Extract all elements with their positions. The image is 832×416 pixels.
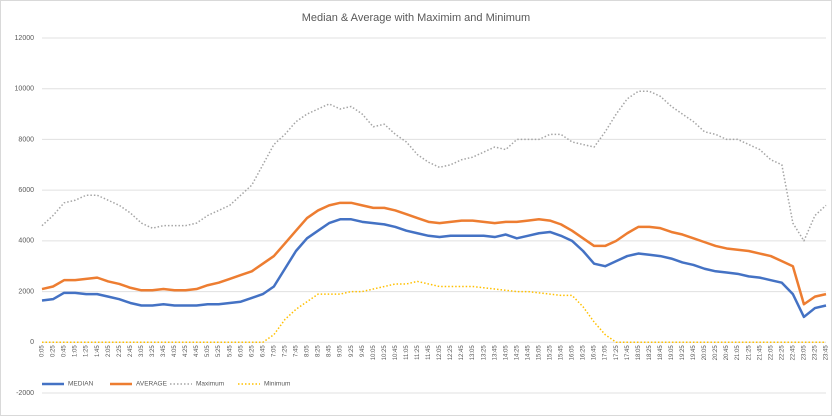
x-tick-label: 21:25 bbox=[746, 345, 752, 361]
x-tick-label: 18:25 bbox=[647, 345, 653, 361]
x-tick-label: 5:25 bbox=[216, 345, 222, 357]
x-tick-label: 21:45 bbox=[757, 345, 763, 361]
legend-label: MEDIAN bbox=[68, 381, 94, 388]
x-tick-label: 21:05 bbox=[735, 345, 741, 361]
legend-label: AVERAGE bbox=[136, 381, 168, 388]
x-tick-label: 14:25 bbox=[514, 345, 520, 361]
series-line bbox=[41, 201, 827, 306]
x-tick-label: 3:25 bbox=[150, 345, 156, 357]
x-tick-label: 9:25 bbox=[349, 345, 355, 357]
x-tick-label: 6:05 bbox=[238, 345, 244, 357]
series-line bbox=[41, 218, 827, 319]
x-tick-label: 3:05 bbox=[139, 345, 145, 357]
x-tick-label: 1:45 bbox=[95, 345, 101, 357]
y-tick-label: 4000 bbox=[18, 238, 34, 245]
x-tick-label: 17:45 bbox=[625, 345, 631, 361]
x-tick-label: 19:45 bbox=[691, 345, 697, 361]
x-tick-label: 18:45 bbox=[658, 345, 664, 361]
x-tick-label: 22:25 bbox=[779, 345, 785, 361]
x-tick-label: 12:45 bbox=[459, 345, 465, 361]
x-tick-label: 2:45 bbox=[128, 345, 134, 357]
x-tick-label: 4:05 bbox=[172, 345, 178, 357]
x-tick-label: 7:45 bbox=[294, 345, 300, 357]
chart-title: Median & Average with Maximim and Minimu… bbox=[302, 12, 530, 24]
x-tick-label: 13:25 bbox=[481, 345, 487, 361]
x-tick-label: 23:25 bbox=[813, 345, 819, 361]
legend-label: Maximum bbox=[196, 381, 224, 388]
x-tick-label: 14:45 bbox=[525, 345, 531, 361]
x-tick-label: 14:05 bbox=[503, 345, 509, 361]
x-tick-label: 13:45 bbox=[492, 345, 498, 361]
series-line bbox=[41, 90, 827, 242]
x-tick-label: 17:05 bbox=[603, 345, 609, 361]
x-tick-label: 11:05 bbox=[404, 345, 410, 360]
x-tick-label: 11:45 bbox=[426, 345, 432, 360]
x-tick-label: 7:05 bbox=[271, 345, 277, 357]
y-tick-label: 12000 bbox=[15, 35, 35, 42]
x-tick-label: 17:25 bbox=[614, 345, 620, 361]
x-tick-label: 10:25 bbox=[382, 345, 388, 361]
x-tick-label: 12:05 bbox=[437, 345, 443, 361]
y-tick-label: 2000 bbox=[18, 288, 34, 295]
x-tick-label: 11:25 bbox=[415, 345, 421, 360]
x-tick-label: 4:45 bbox=[194, 345, 200, 357]
x-tick-label: 20:25 bbox=[713, 345, 719, 361]
legend-label: Minimum bbox=[264, 381, 290, 388]
x-tick-label: 13:05 bbox=[470, 345, 476, 361]
x-tick-label: 7:25 bbox=[283, 345, 289, 357]
x-tick-label: 22:45 bbox=[790, 345, 796, 361]
x-tick-label: 9:05 bbox=[338, 345, 344, 357]
x-tick-label: 9:45 bbox=[360, 345, 366, 357]
x-tick-label: 6:25 bbox=[249, 345, 255, 357]
x-tick-label: 16:45 bbox=[592, 345, 598, 361]
x-tick-label: 19:25 bbox=[680, 345, 686, 361]
x-tick-label: 0:45 bbox=[62, 345, 68, 357]
x-tick-label: 12:25 bbox=[448, 345, 454, 361]
x-tick-label: 2:05 bbox=[106, 345, 112, 357]
x-tick-label: 0:05 bbox=[40, 345, 46, 357]
x-tick-label: 18:05 bbox=[636, 345, 642, 361]
x-tick-label: 5:05 bbox=[205, 345, 211, 357]
x-tick-label: 3:45 bbox=[161, 345, 167, 357]
x-tick-label: 20:45 bbox=[724, 345, 730, 361]
x-tick-label: 5:45 bbox=[227, 345, 233, 357]
y-tick-label: -2000 bbox=[16, 390, 34, 397]
x-tick-label: 2:25 bbox=[117, 345, 123, 357]
x-tick-label: 19:05 bbox=[669, 345, 675, 361]
x-tick-label: 8:25 bbox=[316, 345, 322, 357]
x-tick-label: 1:05 bbox=[73, 345, 79, 357]
x-tick-label: 15:45 bbox=[559, 345, 565, 361]
x-tick-label: 22:05 bbox=[768, 345, 774, 361]
x-tick-label: 10:05 bbox=[371, 345, 377, 361]
x-tick-label: 16:05 bbox=[570, 345, 576, 361]
x-tick-label: 4:25 bbox=[183, 345, 189, 357]
y-tick-label: 0 bbox=[30, 339, 34, 346]
x-tick-label: 23:05 bbox=[801, 345, 807, 361]
x-tick-label: 10:45 bbox=[393, 345, 399, 361]
y-tick-label: 6000 bbox=[18, 187, 34, 194]
x-tick-label: 15:05 bbox=[536, 345, 542, 361]
x-tick-label: 16:25 bbox=[581, 345, 587, 361]
x-tick-label: 8:05 bbox=[305, 345, 311, 357]
x-tick-label: 6:45 bbox=[260, 345, 266, 357]
y-tick-label: 8000 bbox=[18, 136, 34, 143]
x-tick-label: 23:45 bbox=[824, 345, 830, 361]
series-line bbox=[42, 280, 826, 344]
x-tick-label: 15:25 bbox=[548, 345, 554, 361]
x-tick-label: 20:05 bbox=[702, 345, 708, 361]
y-tick-label: 10000 bbox=[15, 86, 35, 93]
x-tick-label: 1:25 bbox=[84, 345, 90, 357]
x-tick-label: 0:25 bbox=[51, 345, 57, 357]
x-tick-label: 8:45 bbox=[327, 345, 333, 357]
